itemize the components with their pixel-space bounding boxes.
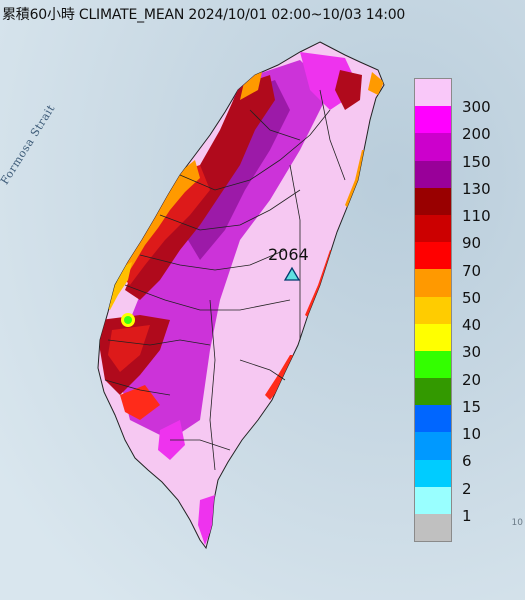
legend-label-2: 2 (462, 480, 472, 498)
legend-swatch-300 (415, 79, 451, 107)
legend-label-10: 10 (462, 425, 482, 443)
legend-swatch-130 (415, 160, 451, 188)
legend-swatch-1-gray (415, 514, 451, 542)
legend-swatch-110 (415, 187, 451, 215)
legend-swatch-200 (415, 106, 451, 134)
county-boundaries (104, 89, 346, 471)
legend-swatch-90 (415, 214, 451, 243)
legend-label-50: 50 (462, 289, 482, 307)
legend-swatch-150 (415, 133, 451, 161)
legend-label-6: 6 (462, 452, 472, 470)
legend-swatch-10 (415, 405, 451, 433)
legend-swatch-15 (415, 378, 451, 406)
map-title: 累積60小時 CLIMATE_MEAN 2024/10/01 02:00~10/… (2, 7, 406, 23)
legend-label-150: 150 (462, 153, 491, 171)
legend-label-200: 200 (462, 125, 491, 143)
legend-swatch-50 (415, 269, 451, 297)
legend-label-70: 70 (462, 262, 482, 280)
legend-swatch-20 (415, 350, 451, 379)
legend-label-110: 110 (462, 207, 491, 225)
legend-label-40: 40 (462, 316, 482, 334)
legend-label-130: 130 (462, 180, 491, 198)
legend-label-20: 20 (462, 371, 482, 389)
edge-label: 10 (511, 518, 523, 528)
legend-labels: 300 200 150 130 110 90 70 50 40 30 20 15… (462, 78, 522, 568)
legend-swatch-6 (415, 432, 451, 460)
legend-label-300: 300 (462, 98, 491, 116)
legend-swatch-1 (415, 486, 451, 514)
legend-label-90: 90 (462, 234, 482, 252)
legend-label-1: 1 (462, 507, 472, 525)
legend-swatch-30 (415, 323, 451, 351)
legend-swatch-70 (415, 242, 451, 270)
max-station-marker[interactable] (283, 266, 301, 281)
legend-color-bar (414, 78, 452, 543)
legend-swatch-2 (415, 459, 451, 487)
max-rainfall-value: 2064 (268, 245, 309, 264)
legend-label-15: 15 (462, 398, 482, 416)
legend-swatch-40 (415, 296, 451, 324)
legend-label-30: 30 (462, 343, 482, 361)
